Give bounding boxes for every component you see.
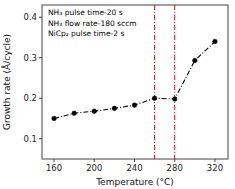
chart: 160 200 240 280 320 0.1 0.2 0.3 0.4 Temperature (… <box>0 0 235 189</box>
y-axis-label: Growth rate (Å/cycle) <box>1 34 12 130</box>
data-point <box>193 58 198 63</box>
data-point <box>72 111 77 116</box>
x-tick-label: 320 <box>207 163 223 173</box>
x-axis-label: Temperature (°C) <box>95 177 174 187</box>
plot-frame <box>42 5 228 159</box>
x-tick-label: 280 <box>167 163 183 173</box>
vertical-line <box>174 5 175 159</box>
y-tick-label: 0.3 <box>23 53 37 63</box>
annotation: NiCp₂ pulse time-2 s <box>48 29 124 38</box>
x-tick-label: 200 <box>86 163 102 173</box>
y-tick-label: 0.4 <box>23 12 37 22</box>
x-tick-label: 240 <box>126 163 142 173</box>
data-point <box>92 109 97 114</box>
annotation: NH₃ pulse time-20 s <box>48 8 123 17</box>
annotation: NH₃ flow rate-180 sccm <box>48 19 137 28</box>
data-point <box>152 96 157 101</box>
y-tick-label: 0.2 <box>23 93 37 103</box>
background <box>0 0 235 189</box>
data-point <box>213 39 218 44</box>
y-tick-label: 0.1 <box>23 134 37 144</box>
x-tick-label: 160 <box>46 163 62 173</box>
data-point <box>132 103 137 108</box>
data-point <box>112 106 117 111</box>
data-point <box>52 116 57 121</box>
data-line <box>54 41 215 118</box>
data-point <box>172 97 177 102</box>
vertical-line <box>154 5 155 159</box>
